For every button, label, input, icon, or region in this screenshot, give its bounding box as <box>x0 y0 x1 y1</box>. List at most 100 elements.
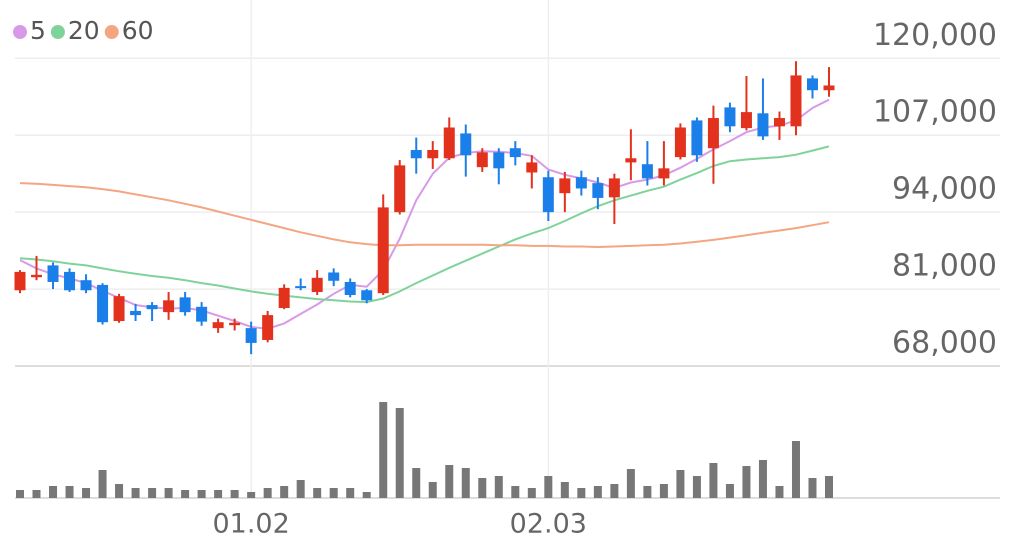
legend-marker <box>104 25 119 39</box>
ma-line <box>19 145 830 304</box>
candle-body <box>476 152 488 168</box>
candle-body <box>130 310 142 316</box>
candle-body <box>361 290 373 301</box>
candle-body <box>724 107 736 127</box>
candle-body <box>509 148 521 158</box>
y-tick-label: 81,000 <box>892 249 997 284</box>
candle-body <box>394 165 406 213</box>
volume-bar <box>775 486 784 498</box>
volume-bar <box>16 490 24 498</box>
candle-body <box>542 177 554 213</box>
volume-bar <box>32 490 41 498</box>
candle-body <box>740 112 752 129</box>
candle-body <box>493 152 505 169</box>
candle-body <box>410 149 422 159</box>
legend-marker <box>50 25 65 39</box>
candle-body <box>47 265 59 282</box>
candle-body <box>559 178 571 194</box>
volume-bar <box>428 482 437 498</box>
volume-bar <box>461 468 470 498</box>
volume-bar <box>643 486 652 498</box>
volume-bar <box>725 484 734 498</box>
y-tick-label: 68,000 <box>892 326 997 361</box>
volume-bar <box>758 460 767 498</box>
volume-bar <box>131 488 140 498</box>
volume-bar <box>676 470 685 498</box>
volume-bar <box>709 463 718 498</box>
volume-bar <box>313 488 322 498</box>
volume-bar <box>445 465 454 498</box>
ma-line <box>19 182 830 249</box>
volume-bar <box>197 490 206 498</box>
candle-body <box>773 118 785 127</box>
volume-bar <box>692 476 701 498</box>
candle-body <box>146 305 158 310</box>
volume-bar <box>527 488 536 498</box>
legend-label: 60 <box>122 16 154 45</box>
volume-bar <box>808 478 817 498</box>
volume-bar <box>791 441 800 498</box>
volume-bar <box>412 468 421 498</box>
candle-body <box>311 277 323 293</box>
volume-bar <box>511 486 520 498</box>
volume-bar <box>263 488 272 498</box>
candle-body <box>113 296 125 322</box>
volume-bar <box>626 469 635 498</box>
candle-body <box>212 322 224 329</box>
legend-label: 20 <box>68 16 100 45</box>
candle-body <box>31 274 43 278</box>
volume-bar <box>362 492 371 498</box>
volume-bar <box>280 486 289 498</box>
candle-body <box>328 272 340 281</box>
volume-bar <box>230 490 239 498</box>
candle-body <box>641 164 653 179</box>
volume-bar <box>49 486 58 498</box>
volume-bar <box>494 476 503 498</box>
volume-bar <box>560 482 569 498</box>
candle-body <box>295 286 307 289</box>
candle-body <box>625 158 637 163</box>
x-tick-label: 02.03 <box>510 509 587 540</box>
candle-body <box>427 149 439 159</box>
y-tick-label: 107,000 <box>873 95 997 130</box>
legend-marker <box>13 25 27 39</box>
candle-body <box>80 280 92 291</box>
volume-bar <box>395 408 404 498</box>
candle-body <box>245 328 257 343</box>
candle-body <box>707 118 719 149</box>
volume-bar <box>577 488 586 498</box>
x-tick-label: 01.02 <box>212 509 289 540</box>
y-tick-label: 120,000 <box>873 18 997 53</box>
candle-body <box>97 284 109 323</box>
candle-body <box>460 133 472 156</box>
volume-bar <box>181 490 190 498</box>
legend-label: 5 <box>30 16 46 45</box>
candle-body <box>443 127 455 159</box>
candle-body <box>377 207 389 294</box>
volume-bar <box>296 480 305 498</box>
candle-body <box>344 281 356 295</box>
volume-bar <box>329 488 338 498</box>
candle-body <box>64 271 76 291</box>
candle-body <box>14 271 26 291</box>
candle-body <box>592 183 604 198</box>
candle-body <box>806 78 818 91</box>
y-tick-label: 94,000 <box>892 172 997 207</box>
volume-bar <box>148 488 157 498</box>
volume-bar <box>742 466 751 498</box>
candle-body <box>262 315 274 340</box>
volume-bar <box>98 470 107 498</box>
volume-bar <box>65 486 74 498</box>
candle-body <box>608 178 620 198</box>
candle-body <box>179 297 191 313</box>
volume-bar <box>610 484 619 498</box>
volume-bar <box>247 492 256 498</box>
volume-bar <box>164 488 173 498</box>
candle-body <box>823 85 835 91</box>
candle-body <box>575 177 587 189</box>
volume-bar <box>478 478 487 498</box>
candle-body <box>196 306 208 322</box>
candle-body <box>526 162 538 173</box>
candle-body <box>757 113 769 137</box>
